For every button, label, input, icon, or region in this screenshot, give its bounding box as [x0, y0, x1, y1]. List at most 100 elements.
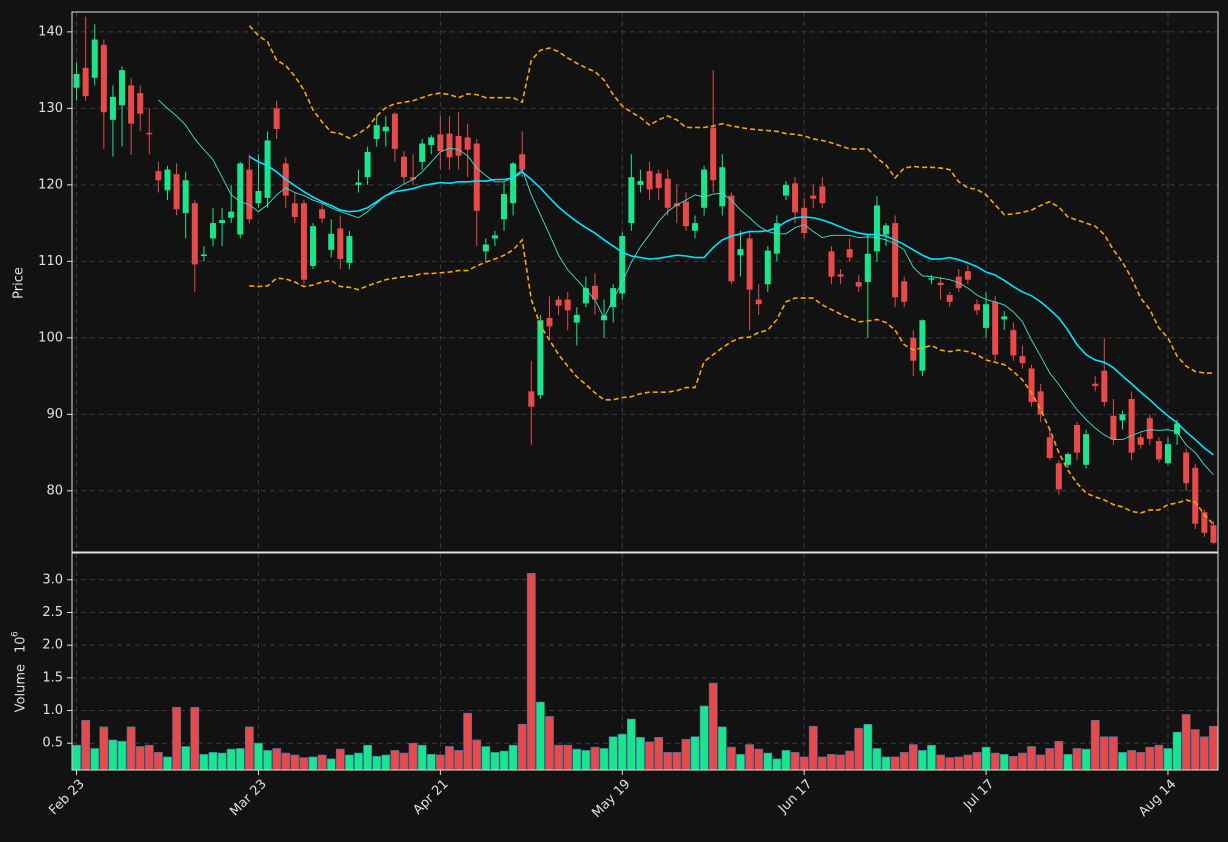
volume-bar: [426, 754, 436, 771]
volume-bar: [308, 756, 318, 771]
volume-bar: [1072, 748, 1082, 771]
volume-bar: [199, 754, 209, 771]
volume-bar: [727, 746, 736, 771]
volume-bar: [608, 736, 618, 771]
indicator-line: [248, 155, 1214, 456]
volume-bar: [1209, 725, 1218, 771]
volume-bar: [326, 758, 336, 771]
volume-bar: [1018, 752, 1027, 771]
candle-body: [510, 163, 517, 204]
price-axis-label: Price: [12, 267, 27, 299]
volume-bar: [454, 750, 463, 771]
candle-body: [828, 251, 835, 277]
candle-body: [1046, 437, 1053, 458]
candle-body: [273, 108, 280, 130]
candle-body: [519, 154, 526, 170]
y-tick-label: 130: [38, 101, 63, 116]
candle-body: [419, 143, 426, 162]
candle-body: [919, 320, 926, 371]
volume-bar: [417, 744, 427, 771]
volume-bar: [817, 756, 827, 771]
candle-body: [400, 156, 407, 178]
candle-body: [391, 113, 398, 149]
volume-bar: [81, 720, 91, 771]
candle-body: [537, 320, 544, 396]
candle-body: [82, 67, 89, 97]
volume-bar: [390, 750, 400, 771]
volume-bar: [526, 572, 536, 771]
volume-bar: [772, 758, 782, 771]
volume-bar: [290, 754, 300, 771]
volume-bar: [472, 739, 482, 771]
volume-bar: [699, 705, 709, 771]
volume-bar: [299, 757, 309, 771]
volume-bar: [854, 727, 864, 771]
volume-bar: [881, 756, 891, 771]
indicator-line: [158, 99, 1214, 476]
volume-bar: [481, 746, 491, 771]
candle-body: [91, 39, 98, 78]
volume-bar: [554, 744, 563, 771]
volume-bar: [736, 754, 745, 771]
candle-body: [628, 177, 635, 224]
candle-body: [291, 203, 298, 217]
y-tick-label: 3.0: [42, 572, 63, 587]
candle-body: [546, 317, 553, 327]
y-tick-label: 140: [38, 24, 63, 39]
candle-body: [864, 253, 871, 282]
volume-bar: [226, 748, 236, 771]
volume-bar: [463, 712, 473, 771]
candle-body: [355, 182, 362, 185]
volume-bar: [536, 701, 545, 771]
candle-body: [655, 173, 662, 188]
candle-body: [992, 301, 999, 355]
volume-bar: [790, 752, 800, 771]
indicator-line: [249, 238, 1215, 525]
candle-body: [100, 44, 107, 113]
candle-body: [228, 211, 235, 218]
volume-bar: [545, 716, 554, 771]
volume-bar: [745, 744, 754, 771]
volume-bar: [363, 744, 372, 771]
candle-body: [119, 70, 126, 106]
y-tick-label: 2.0: [42, 638, 63, 653]
y-tick-label: 120: [38, 177, 63, 192]
candle-body: [983, 304, 990, 328]
candle-body: [528, 391, 535, 407]
volume-bar: [590, 746, 600, 771]
volume-bar: [408, 742, 418, 771]
candle-body: [219, 220, 226, 224]
volume-bar: [135, 746, 145, 771]
candle-body: [646, 171, 653, 190]
candle-body: [1019, 356, 1026, 364]
volume-bar: [345, 754, 354, 771]
volume-bar: [1081, 748, 1091, 771]
candle-body: [1146, 418, 1153, 439]
volume-bar: [144, 744, 154, 771]
candle-body: [1055, 463, 1062, 490]
volume-bar: [972, 752, 982, 771]
volume-bar: [645, 741, 654, 771]
volume-bar: [99, 726, 109, 771]
volume-bar: [754, 748, 764, 771]
volume-bar: [1090, 720, 1100, 771]
candle-body: [373, 125, 380, 139]
volume-bar: [1099, 736, 1109, 771]
candle-body: [855, 282, 862, 287]
volume-bar: [1145, 746, 1155, 771]
volume-bar: [954, 756, 964, 771]
candle-body: [446, 133, 453, 158]
volume-bar: [354, 752, 363, 771]
volume-bar: [1154, 744, 1164, 771]
candle-body: [582, 288, 589, 304]
candle-body: [664, 178, 671, 208]
candle-body: [737, 249, 744, 256]
volume-bar: [317, 754, 327, 771]
volume-bar: [1118, 752, 1127, 771]
volume-bar: [872, 748, 882, 771]
candle-body: [137, 93, 144, 114]
candle-body: [619, 236, 626, 294]
volume-bar: [1199, 736, 1209, 771]
volume-bar: [963, 754, 973, 771]
